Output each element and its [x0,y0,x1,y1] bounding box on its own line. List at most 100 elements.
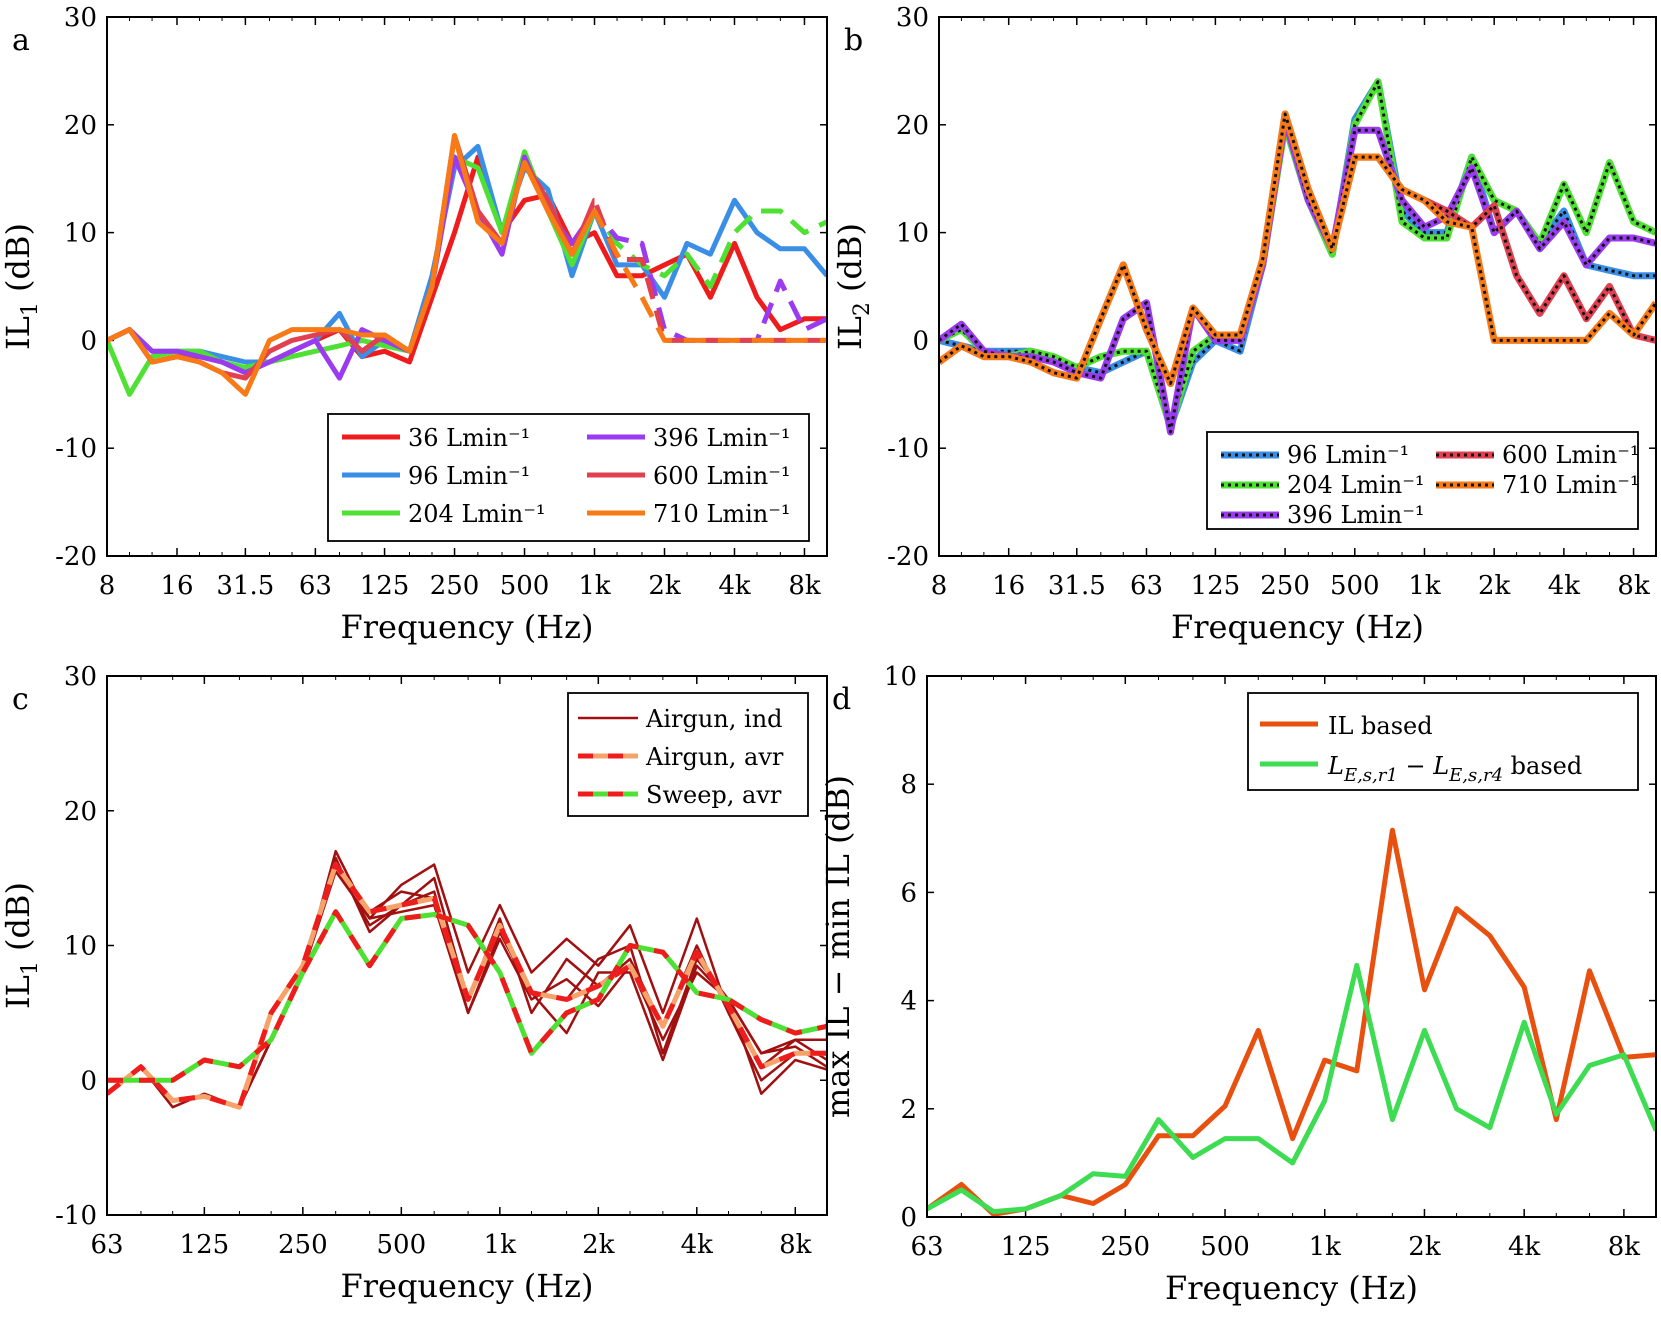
x-tick-label: 63 [90,1230,123,1260]
y-axis-label: max IL − min IL (dB) [819,775,857,1118]
x-tick-label: 8 [931,571,948,601]
x-tick-label: 16 [992,571,1025,601]
x-axis-label: Frequency (Hz) [341,1267,594,1305]
y-tick-label: 30 [896,3,929,33]
legend-item: 600 Lmin⁻¹ [1436,441,1640,469]
x-tick-label: 31.5 [1048,571,1106,601]
x-tick-label: 250 [1260,571,1310,601]
legend-label: LE,s,r1 − LE,s,r4 based [1327,752,1582,786]
panel-d: 0 2 4 6 8 10 63 125 250 500 1k 2k 4k 8k d Frequency (Hz… [819,662,1657,1307]
legend-item: 36 Lmin⁻¹ [342,424,530,452]
x-tick-label: 500 [500,571,550,601]
x-tick-label: 2k [1408,1232,1441,1262]
series-line [927,962,1656,1215]
panel-b: -20 -10 0 10 20 30 8 16 31.5 63 125 250 500 1k 2k 4k 8k b… [831,3,1657,646]
legend-item: Sweep, avr [578,781,782,809]
y-tick-label: 6 [900,878,917,908]
data-layer [927,827,1656,1217]
y-tick-label: 0 [80,1066,97,1096]
x-tick-label: 250 [1100,1232,1150,1262]
y-axis-label: IL1 (dB) [0,223,43,350]
legend-box [327,413,810,542]
y-axis-label: IL1 (dB) [0,882,43,1009]
x-tick-label: 500 [1200,1232,1250,1262]
legend-item: Airgun, avr [578,743,784,771]
x-tick-label: 125 [180,1230,230,1260]
x-tick-label: 8k [788,571,821,601]
legend-item: 96 Lmin⁻¹ [1221,441,1409,469]
legend-item: 396 Lmin⁻¹ [1221,501,1425,529]
legend-item: 600 Lmin⁻¹ [587,462,791,490]
legend-label: Airgun, ind [645,705,783,733]
legend-label: Airgun, avr [645,743,784,771]
x-tick-label: 125 [1191,571,1241,601]
series-line-dash [107,909,827,1083]
y-tick-label: 10 [884,662,917,692]
axes-frame [926,675,1657,1218]
y-tick-label: -10 [887,434,929,464]
legend-label: Sweep, avr [646,781,782,809]
y-tick-label: 10 [896,219,929,249]
x-tick-label: 8k [779,1230,812,1260]
x-tick-label: 4k [1548,571,1581,601]
x-tick-label: 1k [1309,1232,1342,1262]
data-layer [107,849,827,1110]
series-overlay-dotted [939,117,1656,434]
y-tick-label: 10 [64,219,97,249]
legend: Airgun, ind Airgun, avr Sweep, avr [567,692,809,817]
y-tick-label: 30 [64,3,97,33]
legend-item: 710 Lmin⁻¹ [587,500,791,528]
x-axis-label: Frequency (Hz) [341,608,594,646]
panel-label: a [12,23,30,58]
x-tick-label: 8k [1608,1232,1641,1262]
x-tick-label: 500 [377,1230,427,1260]
legend-label: 710 Lmin⁻¹ [653,500,791,528]
legend-label: 710 Lmin⁻¹ [1502,471,1640,499]
legend-label: 600 Lmin⁻¹ [653,462,791,490]
x-tick-label: 63 [910,1232,943,1262]
x-tick-label: 125 [360,571,410,601]
y-tick-label: -20 [55,542,97,572]
legend-label: 204 Lmin⁻¹ [1287,471,1425,499]
series-line [107,143,827,365]
series-line [107,133,595,397]
legend: IL based LE,s,r1 − LE,s,r4 based [1247,692,1639,791]
axes-frame [106,16,828,557]
x-tick-label: 2k [582,1230,615,1260]
panel-c: -10 0 10 20 30 63 125 250 500 1k 2k 4k 8k c Frequency … [0,662,828,1305]
x-tick-label: 63 [1130,571,1163,601]
y-tick-label: 30 [64,662,97,692]
axes-frame [938,16,1657,557]
x-tick-label: 2k [648,571,681,601]
y-tick-label: 2 [900,1095,917,1125]
panel-label: d [832,682,851,717]
y-tick-label: 8 [900,770,917,800]
x-tick-label: 31.5 [216,571,274,601]
legend-label: 396 Lmin⁻¹ [1287,501,1425,529]
x-tick-label: 500 [1330,571,1380,601]
legend-item: LE,s,r1 − LE,s,r4 based [1260,752,1582,786]
legend-label: 396 Lmin⁻¹ [653,424,791,452]
axes-frame [106,675,828,1216]
x-tick-label: 1k [1408,571,1441,601]
legend: 36 Lmin⁻¹ 96 Lmin⁻¹ 204 Lmin⁻¹ 396 Lmin⁻¹ 60… [327,413,810,542]
legend-item: Airgun, ind [578,705,783,733]
x-tick-label: 4k [681,1230,714,1260]
y-axis-label: IL2 (dB) [831,223,875,350]
data-layer [939,78,1656,436]
series-line [594,197,827,343]
legend-label: 96 Lmin⁻¹ [408,462,530,490]
series-line-dash [107,862,827,1110]
legend-item: 96 Lmin⁻¹ [342,462,530,490]
x-axis-label: Frequency (Hz) [1165,1269,1418,1307]
y-tick-label: 0 [80,326,97,356]
x-tick-label: 250 [278,1230,328,1260]
legend-item: 204 Lmin⁻¹ [1221,471,1425,499]
legend-item: 396 Lmin⁻¹ [587,424,791,452]
legend-label: 600 Lmin⁻¹ [1502,441,1640,469]
x-axis-label: Frequency (Hz) [1171,608,1424,646]
panel-a: -20 -10 0 10 20 30 8 16 31.5 63 125 250 500 1k 2k 4k 8k a… [0,3,828,646]
x-tick-label: 4k [718,571,751,601]
